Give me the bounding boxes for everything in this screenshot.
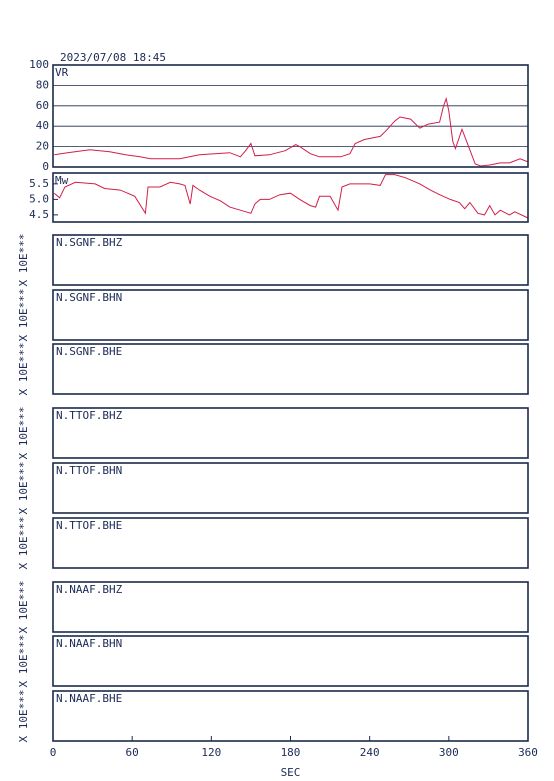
y-tick-label: 5.0 — [29, 192, 49, 205]
station-label: N.TTOF.BHZ — [56, 409, 123, 422]
station-label: N.SGNF.BHE — [56, 345, 122, 358]
station-label: N.NAAF.BHZ — [56, 583, 123, 596]
data-line — [54, 96, 529, 167]
x-tick-label: 240 — [360, 746, 380, 759]
waveform-frame — [52, 462, 529, 514]
chart-title: 2023/07/08 18:45 — [60, 51, 166, 64]
panel-label: Mw — [55, 174, 69, 187]
station-label: N.TTOF.BHE — [56, 519, 122, 532]
station-label: N.NAAF.BHE — [56, 692, 122, 705]
x-axis-label: SEC — [281, 766, 301, 779]
waveform-frame — [52, 635, 529, 687]
waveform-frame — [52, 581, 529, 633]
station-label: N.NAAF.BHN — [56, 637, 122, 650]
amplitude-label: X 10E*** — [17, 690, 30, 743]
panel-label: VR — [55, 66, 69, 79]
y-tick-label: 0 — [42, 160, 49, 173]
y-tick-label: 40 — [36, 119, 49, 132]
station-label: N.SGNF.BHN — [56, 291, 122, 304]
x-tick-label: 0 — [50, 746, 57, 759]
y-tick-label: 4.5 — [29, 208, 49, 221]
amplitude-label: X 10E*** — [17, 289, 30, 342]
station-label: N.SGNF.BHZ — [56, 236, 123, 249]
amplitude-label: X 10E*** — [17, 635, 30, 688]
y-tick-label: 20 — [36, 140, 49, 153]
x-tick-label: 120 — [201, 746, 221, 759]
panel-frame — [52, 172, 529, 223]
waveform-frame — [52, 289, 529, 341]
amplitude-label: X 10E*** — [17, 517, 30, 570]
waveform-frame — [52, 517, 529, 569]
waveform-frame — [52, 343, 529, 395]
x-tick-label: 180 — [281, 746, 301, 759]
waveform-frame — [52, 407, 529, 459]
waveform-frame — [52, 234, 529, 286]
y-tick-label: 5.5 — [29, 177, 49, 190]
amplitude-label: X 10E*** — [17, 462, 30, 515]
panel-frame — [52, 64, 529, 168]
x-tick-label: 60 — [126, 746, 139, 759]
y-tick-label: 80 — [36, 78, 49, 91]
station-label: N.TTOF.BHN — [56, 464, 122, 477]
waveform-frame — [52, 690, 529, 742]
x-tick-label: 360 — [518, 746, 538, 759]
amplitude-label: X 10E*** — [17, 343, 30, 396]
amplitude-label: X 10E*** — [17, 407, 30, 460]
amplitude-label: X 10E*** — [17, 234, 30, 287]
y-tick-label: 60 — [36, 99, 49, 112]
x-tick-label: 300 — [439, 746, 459, 759]
data-line — [53, 174, 529, 219]
y-tick-label: 100 — [29, 58, 49, 71]
amplitude-label: X 10E*** — [17, 581, 30, 634]
